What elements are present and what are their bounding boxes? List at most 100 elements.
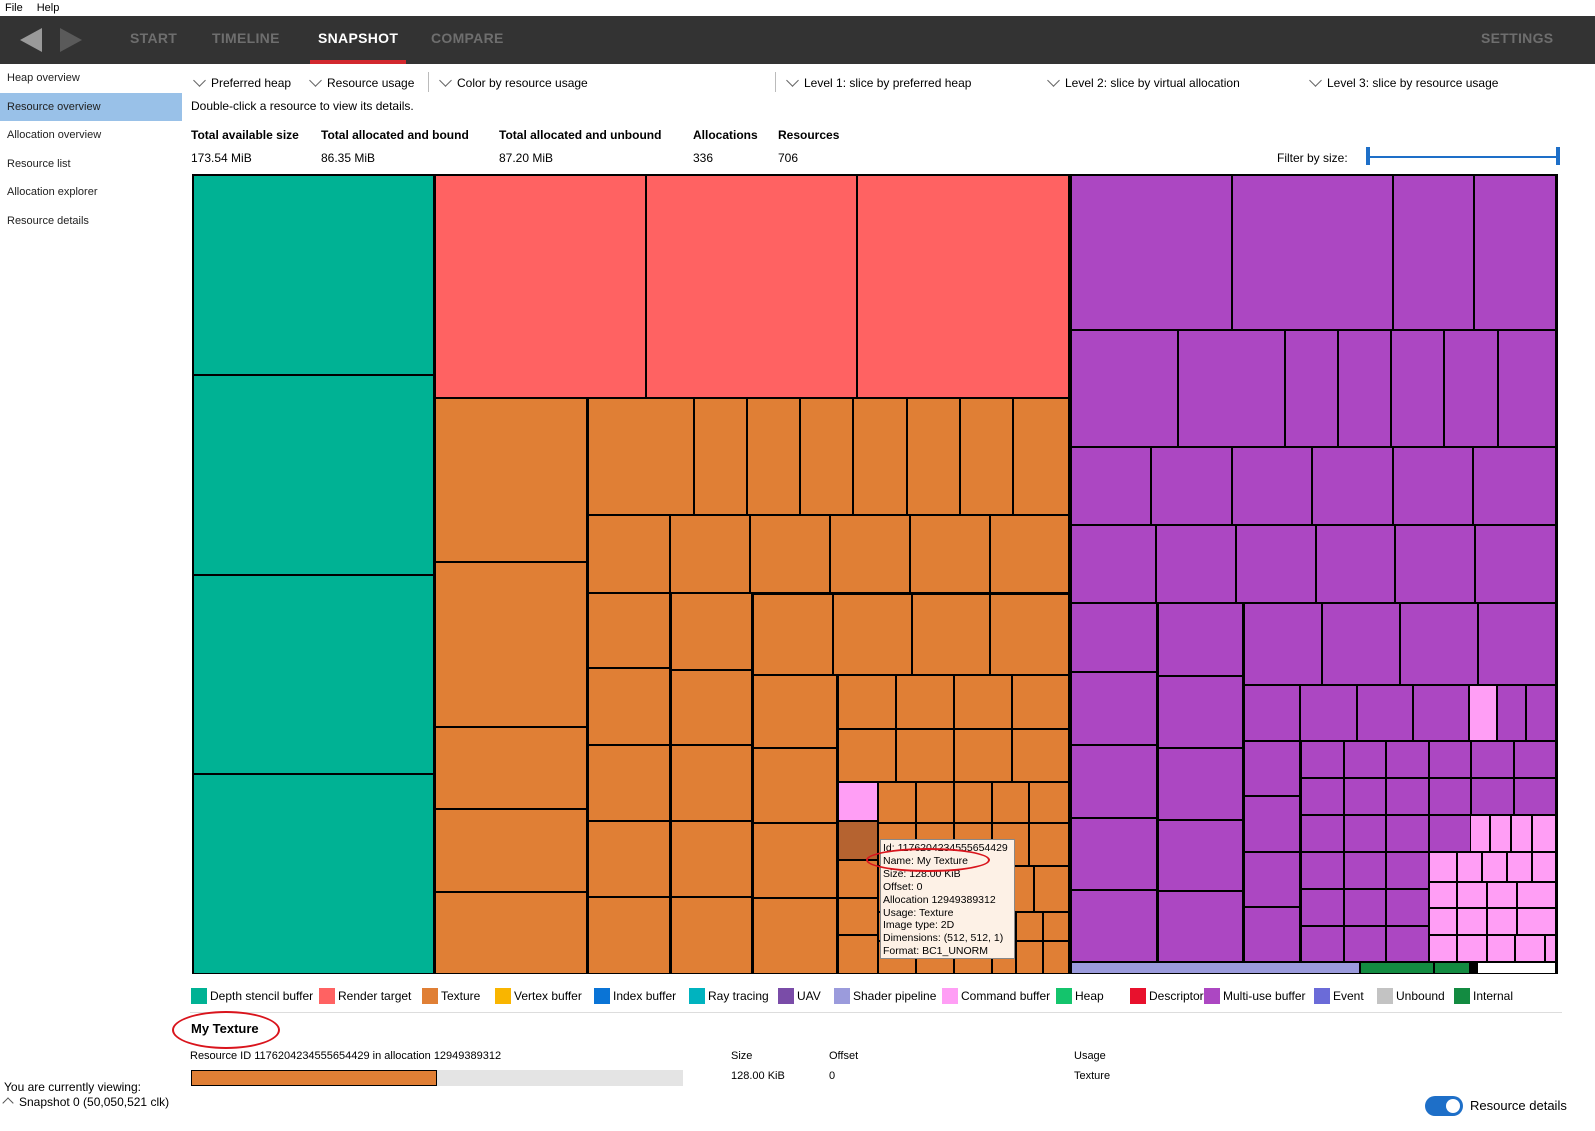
level1-dropdown[interactable]: Level 1: slice by preferred heap [784,74,971,92]
texture-cell[interactable] [671,821,752,897]
texture-cell[interactable] [753,594,833,675]
sidebar-item-resource-list[interactable]: Resource list [7,158,71,170]
resource-treemap[interactable] [192,174,1558,974]
command-buffer-cell[interactable] [1532,852,1556,882]
internal-cell[interactable] [1360,962,1434,974]
multi-use-buffer-cell[interactable] [1473,447,1556,525]
texture-cell[interactable] [753,748,837,823]
texture-cell[interactable] [1029,782,1069,823]
texture-cell[interactable] [954,729,1012,782]
multi-use-buffer-cell[interactable] [1386,741,1429,778]
multi-use-buffer-cell[interactable] [1071,525,1156,603]
multi-use-buffer-cell[interactable] [1514,778,1556,815]
texture-cell[interactable] [838,860,878,898]
multi-use-buffer-cell[interactable] [1322,603,1400,685]
tab-timeline[interactable]: TIMELINE [212,30,280,46]
multi-use-buffer-cell[interactable] [1158,820,1243,891]
texture-cell[interactable] [1012,729,1069,782]
command-buffer-cell[interactable] [1515,935,1545,962]
command-buffer-cell[interactable] [1482,852,1507,882]
multi-use-buffer-cell[interactable] [1344,778,1386,815]
multi-use-buffer-cell[interactable] [1391,330,1444,447]
texture-cell[interactable] [753,675,837,748]
command-buffer-cell[interactable] [1487,908,1517,935]
shader-pipeline-cell[interactable] [1071,962,1360,974]
selected-texture-cell[interactable] [838,821,878,860]
texture-cell[interactable] [833,594,912,675]
multi-use-buffer-cell[interactable] [1301,926,1344,962]
command-buffer-cell[interactable] [1429,882,1457,908]
texture-cell[interactable] [853,398,907,515]
level3-dropdown[interactable]: Level 3: slice by resource usage [1307,74,1498,92]
texture-cell[interactable] [1016,941,1043,974]
multi-use-buffer-cell[interactable] [1071,672,1157,745]
texture-cell[interactable] [800,398,853,515]
multi-use-buffer-cell[interactable] [1071,175,1232,330]
multi-use-buffer-cell[interactable] [1386,926,1429,962]
multi-use-buffer-cell[interactable] [1156,525,1236,603]
command-buffer-cell[interactable] [1532,815,1556,852]
multi-use-buffer-cell[interactable] [1344,926,1386,962]
multi-use-buffer-cell[interactable] [1071,330,1178,447]
sidebar-item-resource-details[interactable]: Resource details [7,215,89,227]
left-arrow-icon[interactable] [20,28,42,52]
texture-cell[interactable] [588,821,670,897]
command-buffer-cell[interactable] [1517,908,1556,935]
multi-use-buffer-cell[interactable] [1301,778,1344,815]
multi-use-buffer-cell[interactable] [1285,330,1338,447]
render-target-cell[interactable] [435,175,646,398]
texture-cell[interactable] [912,594,990,675]
multi-use-buffer-cell[interactable] [1158,748,1243,820]
texture-cell[interactable] [992,782,1029,823]
depth-stencil-cell[interactable] [193,375,434,575]
command-buffer-cell[interactable] [1470,815,1490,852]
multi-use-buffer-cell[interactable] [1475,525,1556,603]
multi-use-buffer-cell[interactable] [1301,815,1344,852]
texture-cell[interactable] [1013,398,1069,515]
texture-cell[interactable] [990,594,1069,675]
texture-cell[interactable] [671,670,752,745]
multi-use-buffer-cell[interactable] [1151,447,1232,525]
command-buffer-cell[interactable] [1429,852,1457,882]
texture-cell[interactable] [435,727,587,809]
multi-use-buffer-cell[interactable] [1357,685,1413,741]
multi-use-buffer-cell[interactable] [1386,778,1429,815]
multi-use-buffer-cell[interactable] [1344,852,1386,889]
depth-stencil-cell[interactable] [193,175,434,375]
texture-cell[interactable] [588,745,670,821]
texture-cell[interactable] [753,898,837,974]
resource-usage-dropdown[interactable]: Resource usage [307,74,414,92]
multi-use-buffer-cell[interactable] [1344,815,1386,852]
texture-cell[interactable] [435,809,587,892]
multi-use-buffer-cell[interactable] [1178,330,1285,447]
multi-use-buffer-cell[interactable] [1498,330,1556,447]
texture-cell[interactable] [694,398,747,515]
multi-use-buffer-cell[interactable] [1158,603,1243,676]
texture-cell[interactable] [435,562,587,727]
tab-settings[interactable]: SETTINGS [1481,30,1554,46]
texture-cell[interactable] [1016,912,1043,941]
multi-use-buffer-cell[interactable] [1413,685,1469,741]
snapshot-selector[interactable]: Snapshot 0 (50,050,521 clk) [19,1095,170,1109]
texture-cell[interactable] [750,515,830,593]
command-buffer-cell[interactable] [1487,935,1515,962]
depth-stencil-cell[interactable] [193,774,434,974]
multi-use-buffer-cell[interactable] [1338,330,1391,447]
texture-cell[interactable] [435,398,587,562]
multi-use-buffer-cell[interactable] [1386,815,1429,852]
preferred-heap-dropdown[interactable]: Preferred heap [191,74,291,92]
depth-stencil-cell[interactable] [193,575,434,774]
multi-use-buffer-cell[interactable] [1232,175,1393,330]
multi-use-buffer-cell[interactable] [1071,818,1157,890]
multi-use-buffer-cell[interactable] [1301,852,1344,889]
texture-cell[interactable] [990,515,1069,593]
texture-cell[interactable] [1034,866,1069,912]
command-buffer-cell[interactable] [1469,685,1497,741]
multi-use-buffer-cell[interactable] [1471,741,1514,778]
texture-cell[interactable] [838,729,896,782]
multi-use-buffer-cell[interactable] [1471,778,1514,815]
multi-use-buffer-cell[interactable] [1301,741,1344,778]
multi-use-buffer-cell[interactable] [1386,852,1429,889]
texture-cell[interactable] [896,675,954,729]
command-buffer-cell[interactable] [1457,908,1487,935]
